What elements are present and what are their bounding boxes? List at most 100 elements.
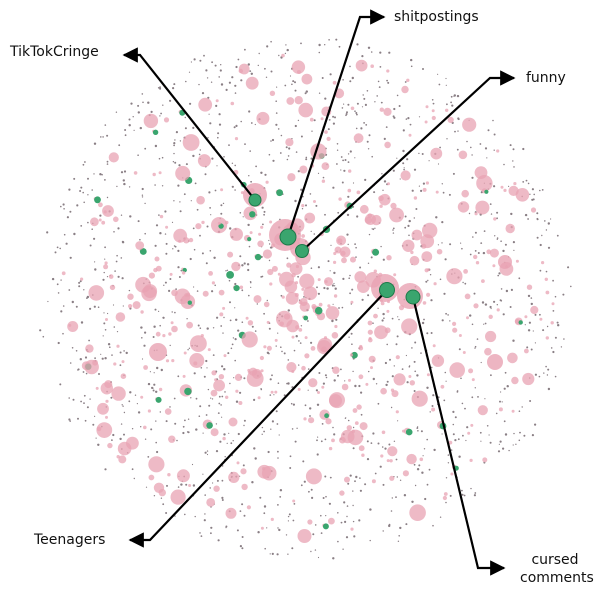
small-node <box>470 487 472 490</box>
pink-node <box>350 300 354 304</box>
pink-node <box>332 366 340 374</box>
small-node <box>552 350 555 354</box>
small-node <box>334 116 336 119</box>
small-node <box>496 304 498 306</box>
small-node <box>304 92 307 95</box>
pink-node <box>105 399 109 403</box>
small-node <box>272 159 275 162</box>
small-node <box>504 243 507 246</box>
small-node <box>345 113 348 115</box>
small-node <box>346 505 349 507</box>
small-node <box>212 327 215 329</box>
small-node <box>120 257 123 259</box>
small-node <box>66 216 69 219</box>
small-node <box>182 431 185 435</box>
pink-node <box>238 401 243 405</box>
small-node <box>546 325 549 328</box>
pink-node <box>168 435 176 443</box>
small-node <box>523 434 526 437</box>
small-node <box>333 433 336 436</box>
small-node <box>324 475 327 478</box>
small-node <box>99 214 102 217</box>
small-node <box>56 246 59 249</box>
small-node <box>268 259 271 262</box>
small-node <box>264 67 266 70</box>
small-node <box>229 382 231 385</box>
pink-node <box>210 428 219 437</box>
pink-node <box>287 173 296 182</box>
small-node <box>502 447 505 450</box>
pink-node <box>107 442 113 449</box>
small-node <box>173 397 176 400</box>
small-node <box>150 110 153 113</box>
pink-node <box>121 360 125 364</box>
pink-node <box>260 225 264 229</box>
pink-node <box>182 374 186 378</box>
small-node <box>277 527 279 529</box>
small-node <box>285 44 287 46</box>
small-node <box>317 266 320 269</box>
pink-node <box>195 223 202 230</box>
pink-node <box>291 335 295 339</box>
pink-node <box>354 421 359 425</box>
small-node <box>430 366 433 369</box>
small-node <box>271 138 275 142</box>
small-node <box>349 80 352 83</box>
small-node <box>279 496 282 498</box>
small-node <box>281 350 283 353</box>
pink-node <box>384 141 391 149</box>
small-node <box>428 160 430 162</box>
small-node <box>490 213 493 215</box>
small-node <box>305 158 308 161</box>
pink-node <box>208 271 214 276</box>
small-node <box>300 484 303 487</box>
small-node <box>230 347 233 350</box>
pink-node <box>413 196 418 200</box>
pink-node <box>357 280 370 294</box>
green-node <box>314 306 323 315</box>
small-node <box>152 387 154 389</box>
small-node <box>280 346 282 349</box>
small-node <box>280 134 283 137</box>
small-node <box>107 312 109 315</box>
small-node <box>220 83 224 86</box>
small-node <box>97 306 100 309</box>
pink-node <box>505 223 515 234</box>
small-node <box>275 123 278 126</box>
pink-node <box>431 115 436 121</box>
pink-node <box>353 133 364 144</box>
small-node <box>308 490 310 493</box>
small-node <box>291 428 294 430</box>
pink-node <box>370 366 373 370</box>
small-node <box>530 297 533 299</box>
small-node <box>404 215 407 218</box>
small-node <box>333 271 336 275</box>
small-node <box>457 130 459 132</box>
small-node <box>72 398 75 401</box>
pink-node <box>193 361 198 366</box>
small-node <box>448 193 451 196</box>
small-node <box>397 316 399 318</box>
pink-node <box>104 380 113 389</box>
small-node <box>229 301 231 304</box>
pink-node <box>270 517 274 522</box>
small-node <box>178 164 181 167</box>
small-node <box>102 335 104 337</box>
small-node <box>361 55 364 58</box>
small-node <box>173 200 175 202</box>
node <box>405 289 421 305</box>
small-node <box>316 453 319 456</box>
green-node <box>152 129 159 135</box>
pink-node <box>496 149 500 153</box>
small-node <box>141 196 144 198</box>
pink-node <box>103 264 109 270</box>
small-node <box>343 169 346 172</box>
small-node <box>335 38 338 41</box>
small-node <box>199 532 201 534</box>
small-node <box>116 185 118 188</box>
small-node <box>242 216 244 218</box>
small-node <box>218 113 221 116</box>
pink-node <box>318 302 323 307</box>
pink-node <box>291 273 296 278</box>
small-node <box>368 370 370 373</box>
